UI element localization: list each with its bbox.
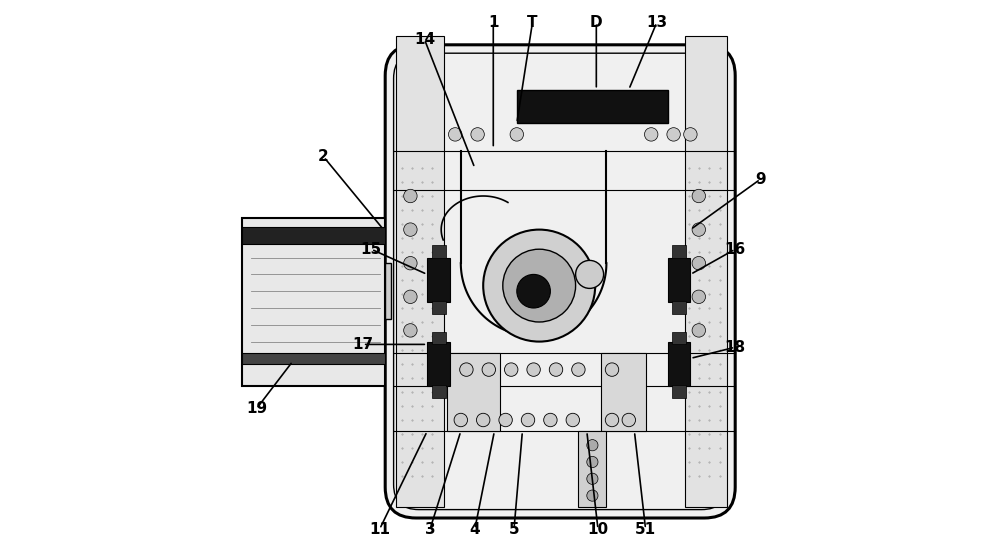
FancyBboxPatch shape <box>385 45 735 518</box>
Text: 5: 5 <box>509 522 519 536</box>
Text: 51: 51 <box>635 522 656 536</box>
Text: 1: 1 <box>488 15 499 30</box>
Text: 19: 19 <box>246 402 267 416</box>
Circle shape <box>510 128 524 141</box>
Bar <box>427 258 450 302</box>
Circle shape <box>605 413 619 427</box>
Circle shape <box>521 413 535 427</box>
Bar <box>672 332 686 344</box>
Bar <box>432 332 446 344</box>
Bar <box>685 36 727 507</box>
Circle shape <box>517 274 550 308</box>
Bar <box>427 342 450 386</box>
Text: 16: 16 <box>725 242 746 256</box>
Circle shape <box>527 363 540 376</box>
Circle shape <box>476 413 490 427</box>
Bar <box>578 431 606 507</box>
Text: D: D <box>590 15 603 30</box>
Circle shape <box>667 128 680 141</box>
Circle shape <box>572 363 585 376</box>
Circle shape <box>404 290 417 304</box>
Circle shape <box>566 413 580 427</box>
Bar <box>396 36 444 507</box>
Circle shape <box>504 363 518 376</box>
Text: 13: 13 <box>646 15 667 30</box>
Bar <box>432 385 446 398</box>
Circle shape <box>692 256 706 270</box>
Bar <box>672 385 686 398</box>
Bar <box>668 258 690 302</box>
Circle shape <box>404 324 417 337</box>
Circle shape <box>460 363 473 376</box>
Text: 2: 2 <box>318 150 329 164</box>
Circle shape <box>482 363 496 376</box>
Circle shape <box>483 230 595 342</box>
Bar <box>385 263 391 319</box>
Circle shape <box>684 128 697 141</box>
Text: 17: 17 <box>352 337 373 352</box>
Text: 15: 15 <box>361 242 382 256</box>
Text: 18: 18 <box>725 340 746 354</box>
Bar <box>672 245 686 258</box>
Circle shape <box>404 223 417 236</box>
Circle shape <box>692 324 706 337</box>
Circle shape <box>587 456 598 468</box>
Bar <box>432 301 446 314</box>
Circle shape <box>404 256 417 270</box>
Circle shape <box>448 128 462 141</box>
Text: 9: 9 <box>755 172 766 186</box>
Bar <box>242 227 385 244</box>
Circle shape <box>587 473 598 484</box>
Circle shape <box>587 440 598 451</box>
Text: T: T <box>527 15 538 30</box>
Text: 4: 4 <box>469 522 480 536</box>
Circle shape <box>692 290 706 304</box>
Bar <box>601 353 646 431</box>
Bar <box>447 353 500 431</box>
Bar <box>242 353 385 364</box>
Circle shape <box>471 128 484 141</box>
Circle shape <box>587 490 598 501</box>
Circle shape <box>503 249 576 322</box>
Bar <box>672 301 686 314</box>
Circle shape <box>605 363 619 376</box>
Circle shape <box>544 413 557 427</box>
Circle shape <box>692 189 706 203</box>
Circle shape <box>576 260 604 288</box>
Text: 10: 10 <box>587 522 609 536</box>
Bar <box>432 245 446 258</box>
Circle shape <box>499 413 512 427</box>
Text: 3: 3 <box>425 522 435 536</box>
Circle shape <box>692 223 706 236</box>
Circle shape <box>644 128 658 141</box>
Bar <box>668 342 690 386</box>
Bar <box>242 218 385 386</box>
Text: 11: 11 <box>369 522 390 536</box>
Circle shape <box>404 189 417 203</box>
Text: 14: 14 <box>414 32 435 46</box>
Circle shape <box>454 413 468 427</box>
Circle shape <box>622 413 636 427</box>
Circle shape <box>549 363 563 376</box>
Bar <box>517 90 668 123</box>
